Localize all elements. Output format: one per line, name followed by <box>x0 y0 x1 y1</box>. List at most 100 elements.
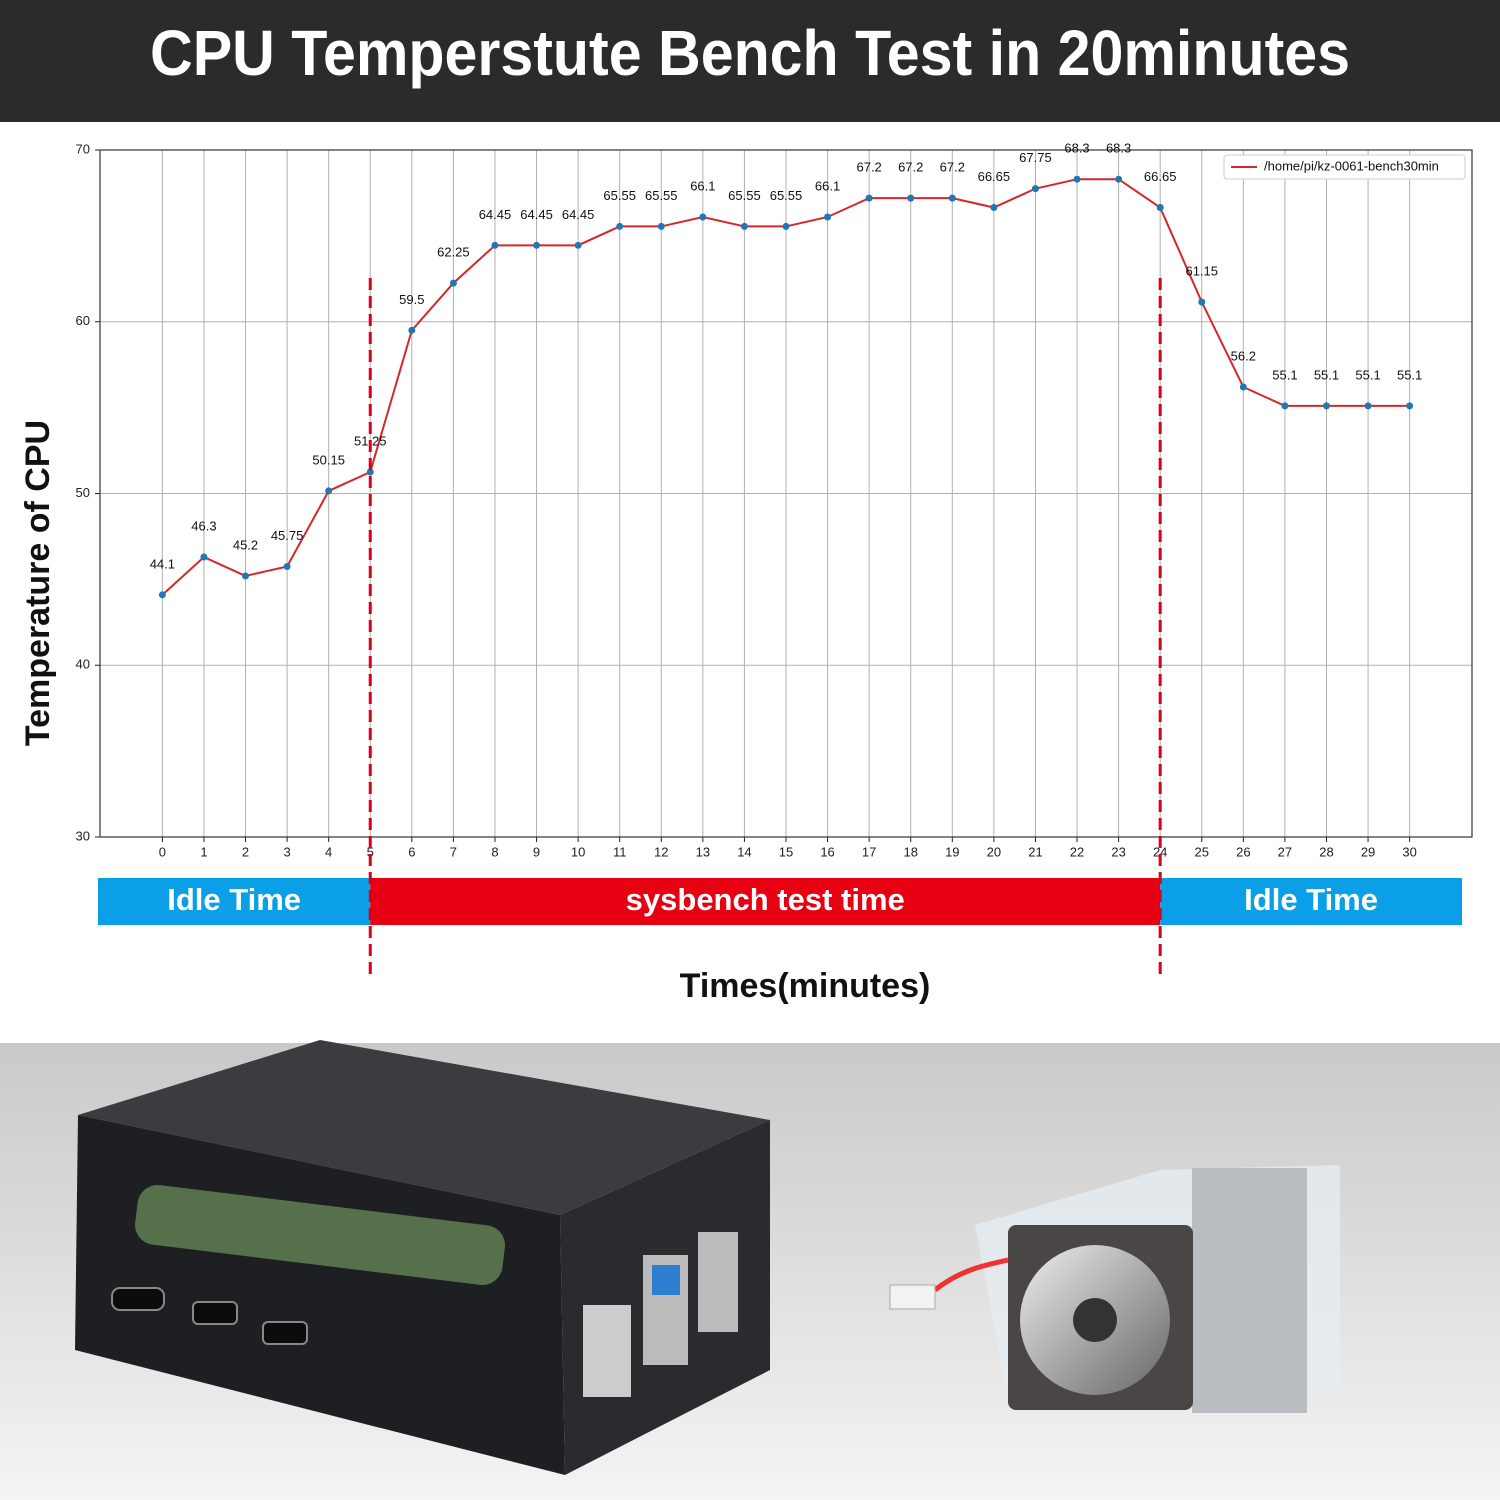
y-tick-label: 30 <box>76 828 90 843</box>
data-label: 68.3 <box>1064 141 1089 156</box>
phase-label: Idle Time <box>167 882 301 917</box>
data-point <box>200 553 208 561</box>
data-point <box>408 326 416 334</box>
x-tick-label: 15 <box>779 844 793 859</box>
data-label: 66.1 <box>815 178 840 193</box>
data-point <box>1115 175 1123 183</box>
data-label: 66.65 <box>1144 169 1177 184</box>
x-tick-label: 28 <box>1319 844 1333 859</box>
data-point <box>158 591 166 599</box>
data-label: 55.1 <box>1314 367 1339 382</box>
x-tick-label: 14 <box>737 844 751 859</box>
data-point <box>533 241 541 249</box>
data-label: 45.75 <box>271 528 304 543</box>
data-label: 67.2 <box>940 160 965 175</box>
x-tick-label: 16 <box>820 844 834 859</box>
data-point <box>449 279 457 287</box>
x-tick-label: 4 <box>325 844 332 859</box>
data-point <box>491 241 499 249</box>
data-label: 65.55 <box>603 188 636 203</box>
data-label: 56.2 <box>1231 348 1256 363</box>
x-tick-label: 18 <box>903 844 917 859</box>
data-label: 65.55 <box>770 188 803 203</box>
data-label: 64.45 <box>479 207 512 222</box>
data-label: 67.75 <box>1019 150 1052 165</box>
x-tick-label: 23 <box>1111 844 1125 859</box>
data-point <box>657 222 665 230</box>
data-point <box>948 194 956 202</box>
x-tick-label: 22 <box>1070 844 1084 859</box>
data-label: 44.1 <box>150 556 175 571</box>
x-tick-label: 3 <box>283 844 290 859</box>
data-label: 67.2 <box>856 160 881 175</box>
phase-label: Idle Time <box>1244 882 1378 917</box>
x-tick-label: 7 <box>450 844 457 859</box>
data-label: 50.15 <box>312 452 345 467</box>
data-label: 66.1 <box>690 178 715 193</box>
data-point <box>1073 175 1081 183</box>
data-point <box>1198 298 1206 306</box>
data-point <box>699 213 707 221</box>
x-axis-label: Times(minutes) <box>680 967 931 1005</box>
y-axis-label: Temperature of CPU <box>19 420 57 746</box>
y-tick-label: 70 <box>76 141 90 156</box>
x-tick-label: 13 <box>696 844 710 859</box>
data-point <box>242 572 250 580</box>
x-tick-label: 5 <box>367 844 374 859</box>
x-tick-label: 17 <box>862 844 876 859</box>
data-label: 46.3 <box>191 518 216 533</box>
data-label: 45.2 <box>233 537 258 552</box>
data-point <box>616 222 624 230</box>
data-label: 55.1 <box>1397 367 1422 382</box>
legend-label: /home/pi/kz-0061-bench30min <box>1264 158 1439 173</box>
case-illustration <box>75 1040 770 1475</box>
data-point <box>907 194 915 202</box>
data-label: 68.3 <box>1106 141 1131 156</box>
x-tick-label: 1 <box>200 844 207 859</box>
x-tick-label: 25 <box>1195 844 1209 859</box>
data-point <box>366 468 374 476</box>
data-point <box>1406 402 1414 410</box>
data-point <box>1281 402 1289 410</box>
data-label: 67.2 <box>898 160 923 175</box>
data-point <box>325 487 333 495</box>
y-tick-label: 40 <box>76 657 90 672</box>
data-label: 65.55 <box>645 188 678 203</box>
data-point <box>1239 383 1247 391</box>
data-point <box>283 562 291 570</box>
x-tick-label: 21 <box>1028 844 1042 859</box>
x-tick-label: 0 <box>159 844 166 859</box>
x-tick-label: 27 <box>1278 844 1292 859</box>
data-point <box>740 222 748 230</box>
data-label: 61.15 <box>1185 263 1218 278</box>
chart-title: CPU Temperstute Bench Test in 20minutes <box>150 17 1350 89</box>
data-label: 65.55 <box>728 188 761 203</box>
data-point <box>1322 402 1330 410</box>
phase-band <box>370 878 1161 925</box>
data-label: 59.5 <box>399 292 424 307</box>
data-point <box>865 194 873 202</box>
data-label: 55.1 <box>1272 367 1297 382</box>
x-tick-label: 10 <box>571 844 585 859</box>
data-label: 64.45 <box>562 207 595 222</box>
x-tick-label: 20 <box>987 844 1001 859</box>
x-tick-label: 6 <box>408 844 415 859</box>
phase-band <box>1160 878 1462 925</box>
phase-label: sysbench test time <box>626 882 905 917</box>
data-point <box>824 213 832 221</box>
data-label: 66.65 <box>978 169 1011 184</box>
title-bar <box>0 0 1500 122</box>
x-tick-label: 12 <box>654 844 668 859</box>
data-label: 62.25 <box>437 245 470 260</box>
x-tick-label: 8 <box>491 844 498 859</box>
x-tick-label: 19 <box>945 844 959 859</box>
plot-frame <box>99 149 1473 838</box>
data-label: 64.45 <box>520 207 553 222</box>
data-point <box>574 241 582 249</box>
x-tick-label: 2 <box>242 844 249 859</box>
legend-box <box>1223 154 1466 180</box>
data-point <box>782 222 790 230</box>
data-point <box>1364 402 1372 410</box>
x-tick-label: 11 <box>613 844 627 859</box>
